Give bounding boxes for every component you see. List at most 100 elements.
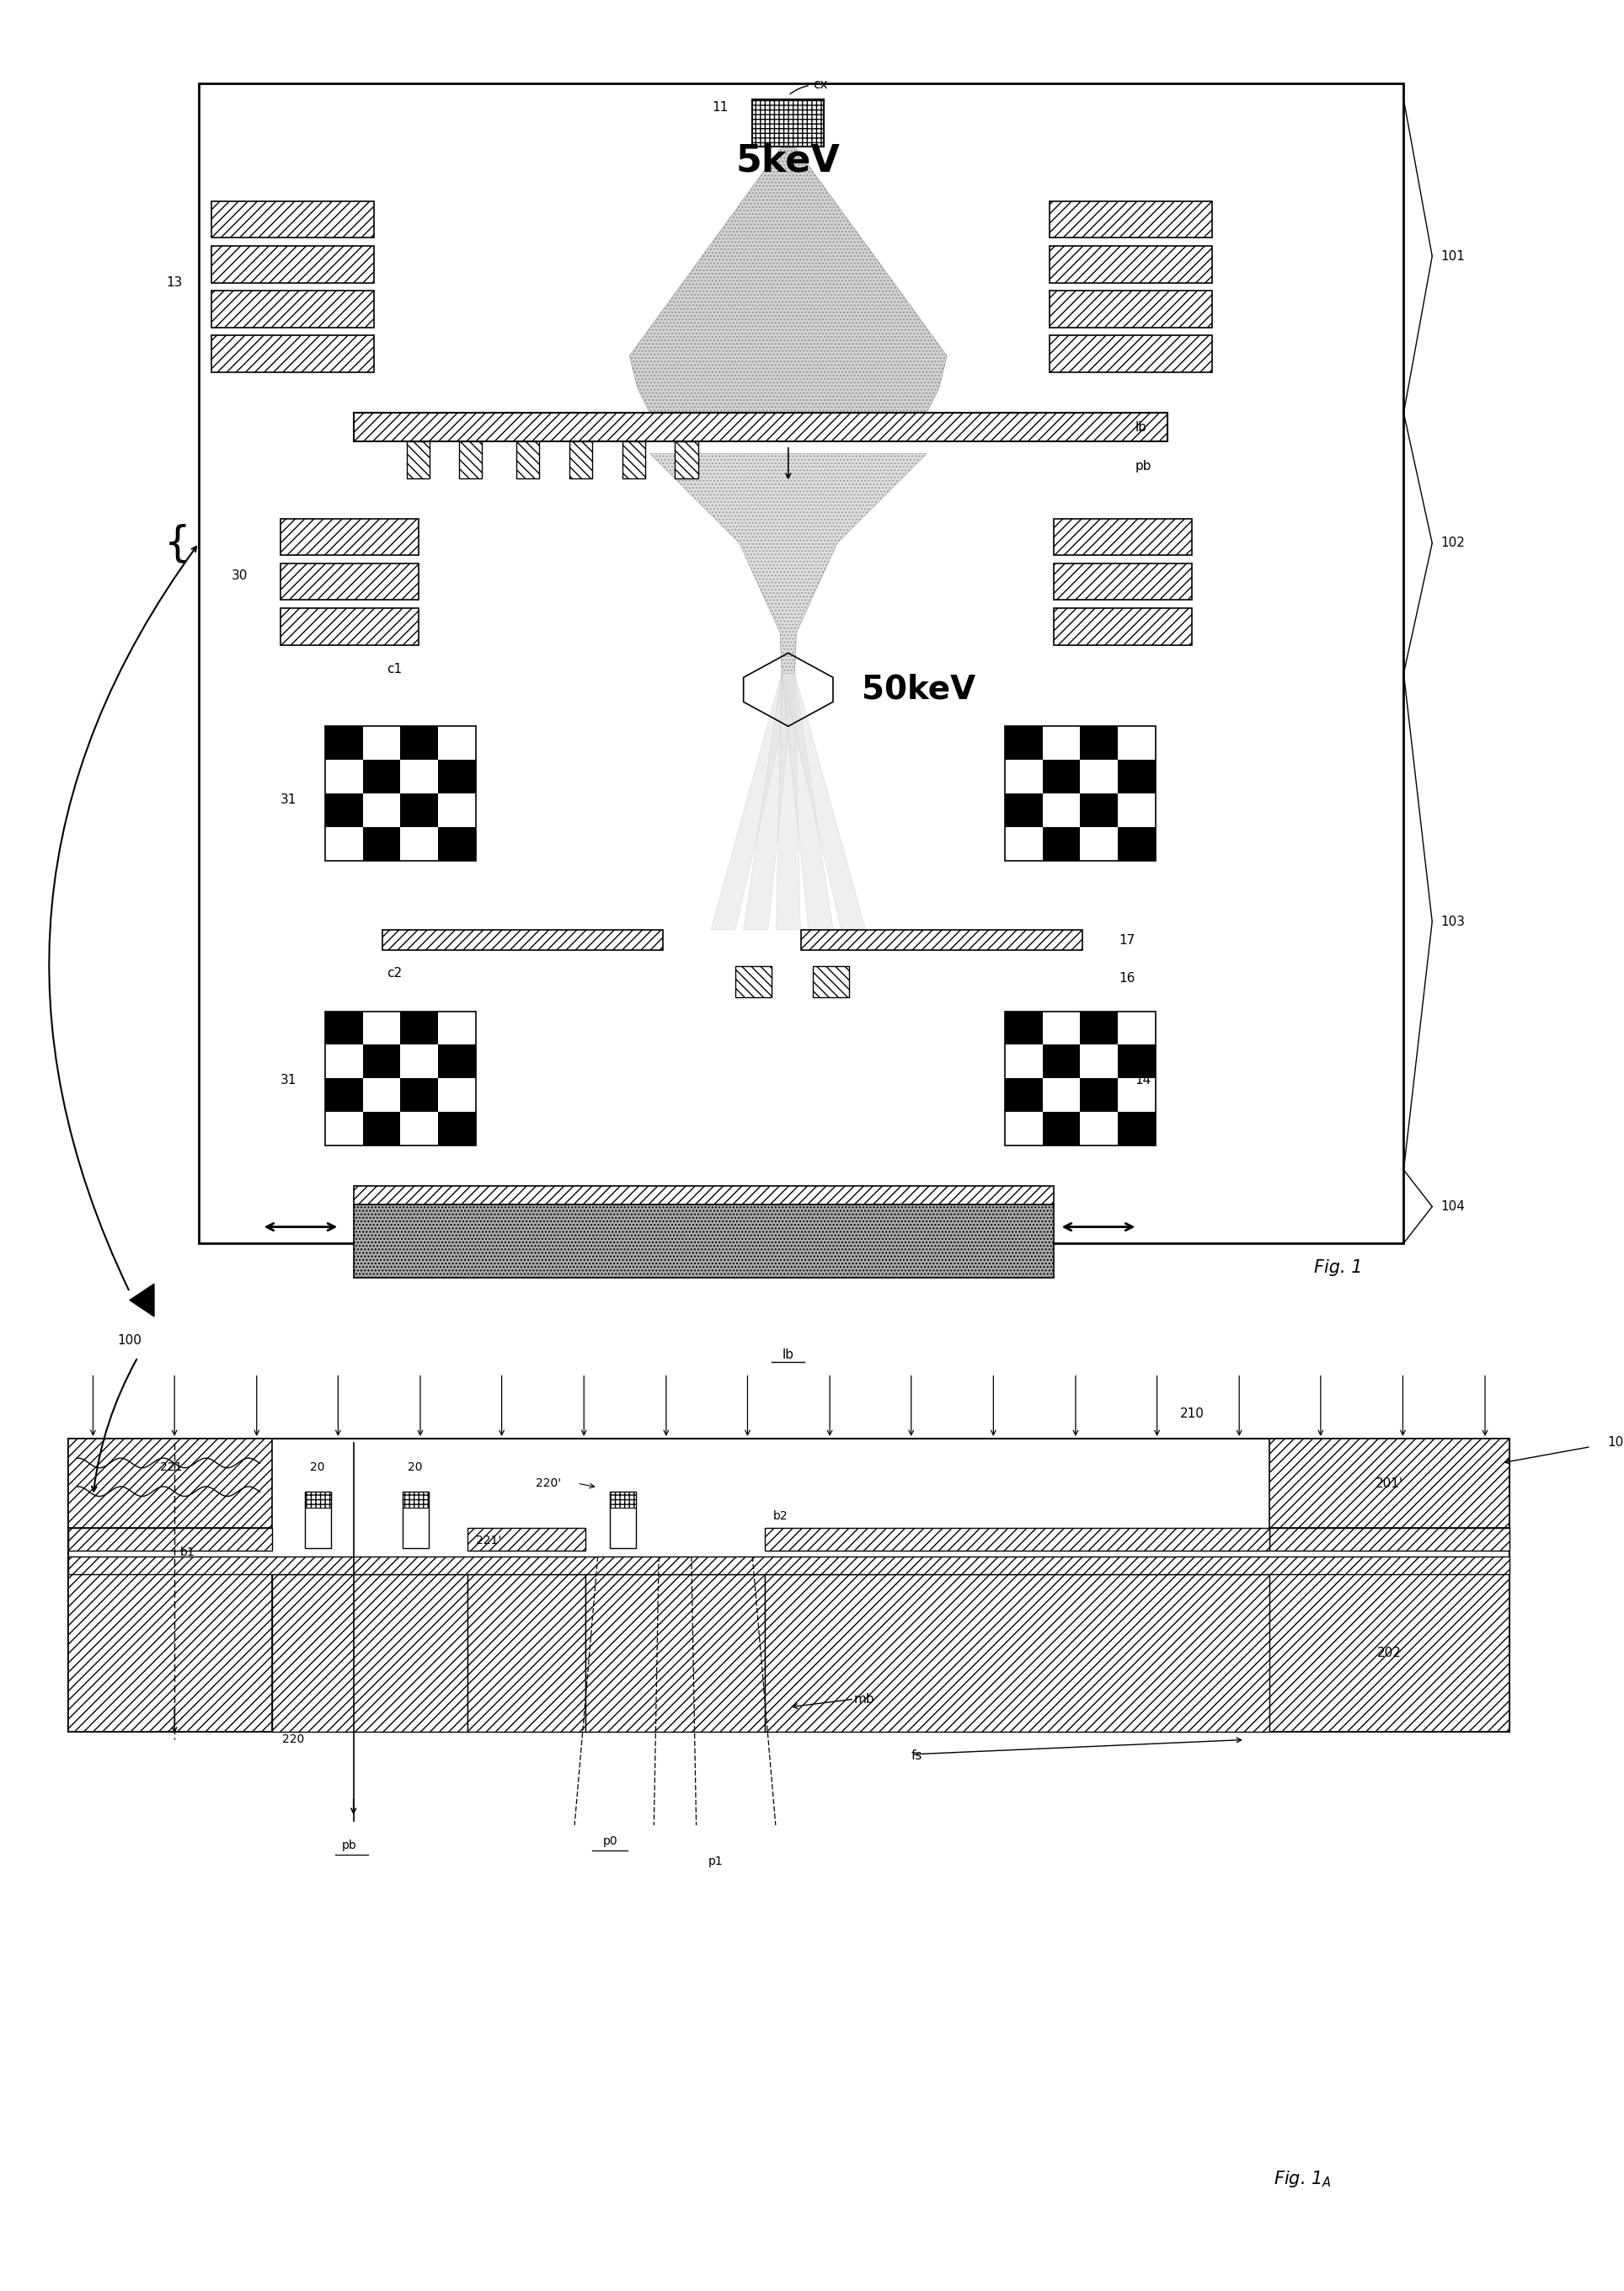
Bar [362, 761, 401, 793]
Bar [401, 726, 438, 761]
Text: 102: 102 [1440, 536, 1465, 550]
Bar [1005, 793, 1043, 827]
Polygon shape [776, 674, 801, 930]
Text: lb: lb [783, 1349, 794, 1361]
Bar [211, 334, 374, 371]
Bar [1005, 1079, 1043, 1111]
Text: b2: b2 [773, 1510, 788, 1521]
Bar [570, 442, 593, 479]
Bar [281, 607, 419, 644]
Bar [1043, 827, 1080, 861]
Polygon shape [744, 674, 794, 930]
Text: 16: 16 [1119, 971, 1135, 985]
Bar [438, 1045, 476, 1079]
Bar [198, 82, 1403, 1244]
Bar [1117, 1111, 1155, 1146]
Bar [1049, 245, 1213, 282]
Bar [211, 245, 374, 282]
Bar [812, 967, 849, 997]
Text: 5keV: 5keV [736, 142, 841, 179]
Text: 20: 20 [408, 1462, 422, 1473]
Bar [1049, 291, 1213, 328]
Bar [1270, 1574, 1509, 1732]
Bar [1049, 334, 1213, 371]
Text: b1: b1 [180, 1546, 195, 1558]
Text: 201': 201' [1376, 1478, 1403, 1489]
Bar [325, 726, 362, 761]
Bar [68, 1528, 273, 1551]
Text: 31: 31 [281, 793, 297, 806]
Bar [765, 1574, 1270, 1732]
Text: Fig. 1: Fig. 1 [1314, 1260, 1363, 1276]
Text: 202: 202 [1377, 1647, 1402, 1659]
Bar [354, 1187, 1054, 1205]
Bar [438, 827, 476, 861]
Bar [676, 442, 698, 479]
Text: 50keV: 50keV [861, 674, 976, 706]
Polygon shape [711, 674, 794, 930]
Text: 220: 220 [283, 1734, 305, 1746]
Bar [438, 1111, 476, 1146]
Text: p0: p0 [603, 1835, 617, 1847]
Bar [325, 1010, 476, 1146]
Text: 101: 101 [1440, 250, 1465, 263]
Bar [1043, 1111, 1080, 1146]
Bar [281, 518, 419, 554]
Bar [281, 564, 419, 600]
Bar [1054, 607, 1192, 644]
Bar [438, 761, 476, 793]
Text: 30: 30 [231, 570, 248, 582]
Polygon shape [130, 1283, 154, 1317]
Text: 210: 210 [1181, 1407, 1205, 1420]
Bar [460, 442, 482, 479]
Bar [1080, 793, 1117, 827]
Bar [1054, 518, 1192, 554]
Bar [305, 1491, 331, 1507]
Bar [401, 1010, 438, 1045]
Bar [1080, 726, 1117, 761]
Text: pb: pb [1135, 460, 1151, 472]
Bar [362, 1111, 401, 1146]
Bar [211, 291, 374, 328]
Bar [1005, 1010, 1155, 1146]
Bar [273, 1574, 468, 1732]
Bar [362, 1045, 401, 1079]
Bar [1043, 761, 1080, 793]
Bar [1054, 564, 1192, 600]
Bar [468, 1574, 586, 1732]
Text: 14: 14 [1135, 1074, 1151, 1086]
Text: 31: 31 [281, 1074, 297, 1086]
Bar [211, 202, 374, 238]
Text: 103: 103 [1440, 916, 1465, 928]
Bar [1117, 827, 1155, 861]
Polygon shape [650, 454, 927, 674]
Text: c2: c2 [387, 967, 403, 978]
Text: 11: 11 [711, 101, 728, 115]
Bar [403, 1491, 429, 1507]
Bar [611, 1491, 637, 1549]
Text: 220': 220' [536, 1478, 562, 1489]
Bar [1117, 761, 1155, 793]
Bar [622, 442, 645, 479]
Bar [516, 442, 539, 479]
Bar [305, 1491, 331, 1549]
Bar [325, 793, 362, 827]
Bar [1005, 726, 1155, 861]
Bar [354, 1205, 1054, 1278]
Text: 104: 104 [1440, 1200, 1465, 1212]
Bar [1270, 1439, 1509, 1528]
Text: 221': 221' [476, 1535, 502, 1546]
Text: 221: 221 [161, 1462, 182, 1473]
Bar [468, 1528, 586, 1551]
Bar [403, 1491, 429, 1549]
Text: mb: mb [854, 1693, 875, 1705]
Bar [68, 1439, 273, 1528]
Bar [1117, 1045, 1155, 1079]
Text: 102: 102 [1608, 1436, 1624, 1448]
Text: 100: 100 [117, 1336, 141, 1347]
Bar [1005, 726, 1043, 761]
Text: 17: 17 [1119, 935, 1135, 946]
Bar [801, 930, 1082, 951]
Text: cx: cx [789, 78, 827, 94]
Bar [586, 1574, 765, 1732]
